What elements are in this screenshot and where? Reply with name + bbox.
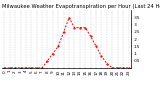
Text: Milwaukee Weather Evapotranspiration per Hour (Last 24 Hours) (Oz/sq ft): Milwaukee Weather Evapotranspiration per… bbox=[2, 4, 160, 9]
